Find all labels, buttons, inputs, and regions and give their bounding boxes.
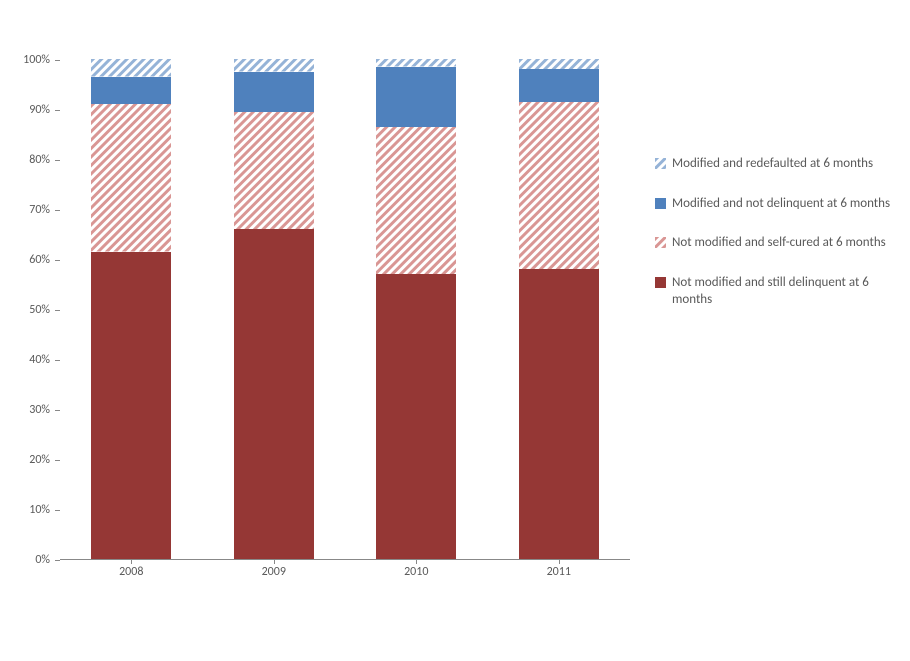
bar-segment-not_mod_still_delinq — [91, 252, 171, 560]
legend-label: Not modified and still delinquent at 6 m… — [672, 274, 895, 309]
y-tick-label: 80% — [29, 153, 50, 167]
y-tick — [55, 510, 60, 511]
bar-segment-mod_redefaulted — [519, 59, 599, 69]
x-axis: 2008 2009 2010 2011 — [60, 565, 630, 585]
bar-2010 — [376, 59, 456, 559]
x-tick — [416, 559, 417, 564]
bar-2008 — [91, 59, 171, 559]
bar-segment-not_mod_self_cured — [91, 104, 171, 252]
bar-segment-mod_not_delinq — [376, 67, 456, 127]
bar-segment-not_mod_self_cured — [519, 102, 599, 270]
y-tick-label: 20% — [29, 453, 50, 467]
y-tick — [55, 410, 60, 411]
legend-swatch — [655, 237, 666, 248]
legend-item-not_mod_self_cured: Not modified and self-cured at 6 months — [655, 234, 895, 252]
bar-segment-not_mod_still_delinq — [519, 269, 599, 559]
bar-segment-not_mod_self_cured — [234, 112, 314, 230]
y-tick — [55, 160, 60, 161]
bar-segment-not_mod_self_cured — [376, 127, 456, 275]
legend-item-mod_redefaulted: Modified and redefaulted at 6 months — [655, 155, 895, 173]
y-tick-label: 10% — [29, 503, 50, 517]
x-tick — [559, 559, 560, 564]
plot-area — [60, 60, 630, 560]
y-tick — [55, 60, 60, 61]
y-tick — [55, 260, 60, 261]
y-tick — [55, 560, 60, 561]
bar-segment-mod_not_delinq — [234, 72, 314, 112]
y-tick — [55, 210, 60, 211]
y-tick — [55, 110, 60, 111]
y-tick-label: 50% — [29, 303, 50, 317]
legend-item-mod_not_delinq: Modified and not delinquent at 6 months — [655, 195, 895, 213]
legend-item-not_mod_still_delinq: Not modified and still delinquent at 6 m… — [655, 274, 895, 309]
y-tick — [55, 460, 60, 461]
bar-2011 — [519, 59, 599, 559]
legend-swatch — [655, 277, 666, 288]
legend-label: Modified and not delinquent at 6 months — [672, 195, 890, 213]
bar-segment-mod_not_delinq — [519, 69, 599, 102]
y-tick-label: 60% — [29, 253, 50, 267]
legend-swatch — [655, 158, 666, 169]
y-tick-label: 0% — [35, 553, 50, 567]
bar-segment-not_mod_still_delinq — [234, 229, 314, 559]
legend: Modified and redefaulted at 6 months Modi… — [655, 155, 895, 331]
bar-segment-not_mod_still_delinq — [376, 274, 456, 559]
y-tick-label: 70% — [29, 203, 50, 217]
y-tick — [55, 360, 60, 361]
bar-segment-mod_redefaulted — [234, 59, 314, 72]
x-tick-label: 2010 — [404, 565, 428, 579]
y-tick-label: 100% — [23, 53, 50, 67]
legend-swatch — [655, 198, 666, 209]
y-tick — [55, 310, 60, 311]
legend-label: Not modified and self-cured at 6 months — [672, 234, 886, 252]
x-tick — [131, 559, 132, 564]
x-tick — [274, 559, 275, 564]
x-tick-label: 2011 — [547, 565, 571, 579]
bar-segment-mod_redefaulted — [91, 59, 171, 77]
bar-segment-mod_redefaulted — [376, 59, 456, 67]
y-tick-label: 90% — [29, 103, 50, 117]
y-tick-label: 40% — [29, 353, 50, 367]
stacked-bar-chart: 0%10%20%30%40%50%60%70%80%90%100% 200820… — [0, 0, 910, 661]
y-tick-label: 30% — [29, 403, 50, 417]
y-axis: 0%10%20%30%40%50%60%70%80%90%100% — [0, 60, 55, 560]
legend-label: Modified and redefaulted at 6 months — [672, 155, 873, 173]
x-tick-label: 2009 — [262, 565, 286, 579]
x-tick-label: 2008 — [119, 565, 143, 579]
bar-segment-mod_not_delinq — [91, 77, 171, 105]
bar-2009 — [234, 59, 314, 559]
